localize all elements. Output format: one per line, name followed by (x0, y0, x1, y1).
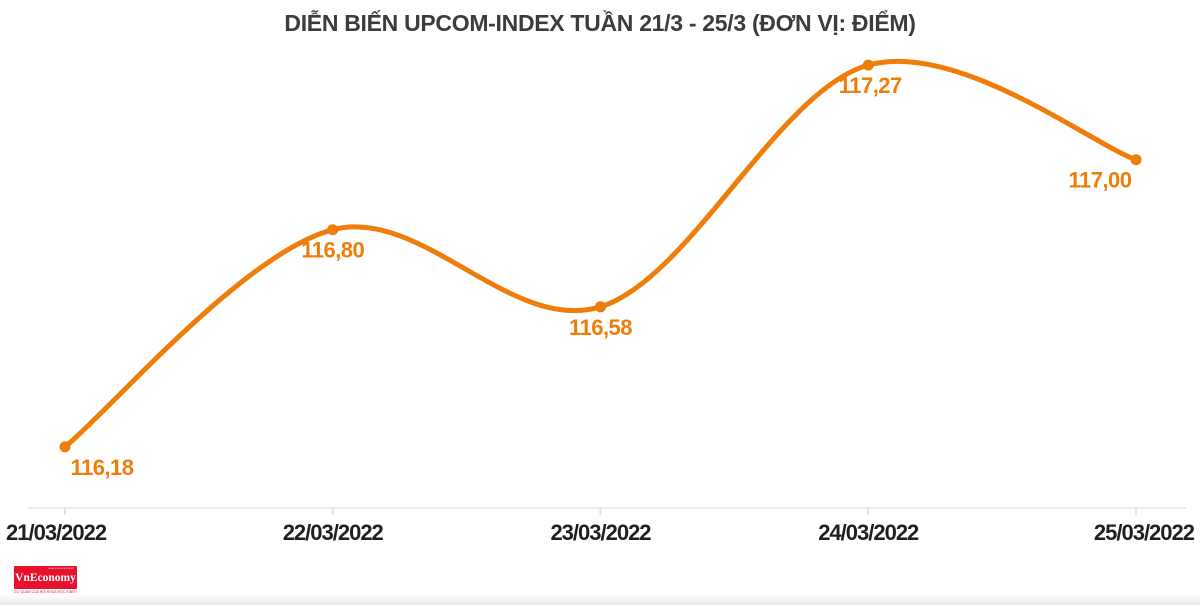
value-label-2: 116,58 (569, 315, 632, 340)
date-label-1: 22/03/2022 (283, 520, 384, 545)
data-point-1 (327, 224, 339, 236)
index-spline (62, 58, 1139, 450)
vneconomy-logo-box: www.vneconomy.vn VnEconomy (14, 566, 77, 589)
date-label-4: 25/03/2022 (1094, 520, 1195, 545)
data-point-2 (595, 301, 606, 313)
date-label-0: 21/03/2022 (6, 520, 107, 545)
date-label-2: 23/03/2022 (550, 520, 651, 545)
data-point-0 (59, 441, 71, 453)
vneconomy-logo: www.vneconomy.vn VnEconomy CƠ QUAN CỦA H… (14, 566, 78, 594)
chart-title: DIỄN BIẾN UPCOM-INDEX TUẦN 21/3 - 25/3 (… (284, 10, 916, 36)
value-label-0: 116,18 (70, 455, 133, 480)
bottom-gradient (0, 594, 1200, 605)
logo-micro-text: www.vneconomy.vn (47, 567, 74, 570)
data-point-4 (1130, 154, 1142, 166)
date-label-3: 24/03/2022 (818, 520, 919, 545)
value-label-4: 117,00 (1068, 168, 1131, 193)
value-label-1: 116,80 (301, 238, 364, 263)
data-point-3 (862, 59, 874, 71)
value-label-3: 117,27 (839, 73, 902, 98)
logo-wordmark: VnEconomy (15, 571, 76, 584)
logo-tagline: CƠ QUAN CỦA HỘI KHOA HỌC KINH TẾ VIỆT NA… (14, 590, 77, 594)
